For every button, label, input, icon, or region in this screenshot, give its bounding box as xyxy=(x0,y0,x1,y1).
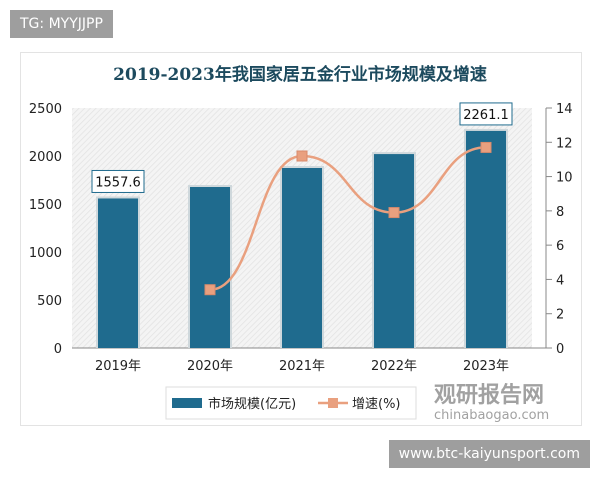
x-tick-label: 2019年 xyxy=(95,359,141,374)
growth-point xyxy=(388,207,400,219)
right-tick-label: 4 xyxy=(556,273,564,288)
right-tick-label: 14 xyxy=(556,102,573,117)
legend-label: 增速(%) xyxy=(352,397,401,412)
growth-point xyxy=(296,150,308,162)
growth-point xyxy=(480,141,492,153)
legend-label: 市场规模(亿元) xyxy=(208,396,296,412)
left-tick-label: 500 xyxy=(37,294,62,309)
watermark-logo-text: 观研报告网 xyxy=(434,383,544,408)
left-tick-label: 1500 xyxy=(29,198,62,213)
right-tick-label: 10 xyxy=(556,171,573,186)
left-tick-label: 0 xyxy=(54,342,62,357)
right-tick-label: 0 xyxy=(556,342,564,357)
x-tick-label: 2023年 xyxy=(463,359,509,374)
right-tick-label: 6 xyxy=(556,239,564,254)
bar xyxy=(98,198,138,348)
legend-line-marker xyxy=(328,398,338,408)
footer-url: www.btc-kaiyunsport.com xyxy=(388,440,590,468)
chart-title: 2019-2023年我国家居五金行业市场规模及增速 xyxy=(113,64,487,85)
bar xyxy=(374,154,414,348)
growth-line xyxy=(209,146,487,291)
x-tick-label: 2021年 xyxy=(279,359,325,374)
data-label-box xyxy=(459,102,513,126)
chart-card xyxy=(20,52,582,426)
data-label: 1557.6 xyxy=(95,175,141,190)
growth-point xyxy=(204,284,216,296)
legend-bar-swatch xyxy=(172,398,202,408)
left-tick-label: 2500 xyxy=(29,102,62,117)
tag-label: TG: MYYJJPP xyxy=(10,10,113,38)
right-tick-label: 12 xyxy=(556,136,573,151)
x-tick-label: 2022年 xyxy=(371,359,417,374)
bar xyxy=(190,187,230,348)
right-tick-label: 2 xyxy=(556,308,564,323)
bar xyxy=(466,130,506,348)
right-tick-label: 8 xyxy=(556,205,564,220)
left-tick-label: 1000 xyxy=(29,246,62,261)
data-label: 2261.1 xyxy=(463,108,509,123)
data-label-box xyxy=(91,169,145,193)
legend-box xyxy=(165,386,417,420)
bar xyxy=(282,168,322,348)
watermark-url: chinabaogao.com xyxy=(434,408,549,423)
left-tick-label: 2000 xyxy=(29,150,62,165)
x-tick-label: 2020年 xyxy=(187,359,233,374)
